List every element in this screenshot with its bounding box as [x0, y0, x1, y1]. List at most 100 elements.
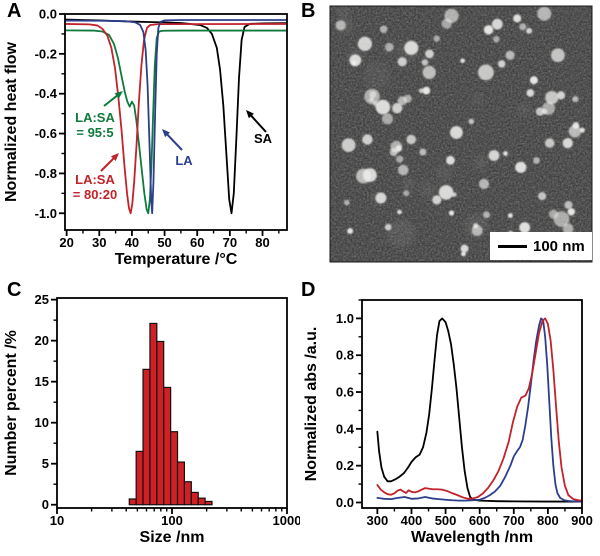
x-tick-label: 300 [366, 513, 388, 528]
x-tick-label: 40 [125, 235, 139, 250]
nanoparticle [397, 57, 407, 67]
nanoparticle [508, 213, 513, 219]
annotation-arrow [100, 156, 116, 172]
nanoparticle [519, 222, 531, 233]
x-tick-label: 30 [92, 235, 106, 250]
nanoparticle [562, 138, 573, 149]
y-axis-title: Normalized heat flow [3, 41, 20, 202]
nanoparticle [396, 155, 404, 163]
y-tick-label: 0.4 [336, 421, 355, 436]
x-tick-label: 50 [157, 235, 171, 250]
nanoparticle [478, 64, 494, 81]
x-tick-label: 80 [255, 235, 269, 250]
series-blue-spectrum [376, 317, 582, 503]
nanoparticle [422, 86, 431, 95]
nanoparticle [529, 76, 538, 85]
nanoparticle [505, 50, 515, 60]
x-tick-label: 400 [401, 513, 423, 528]
series-red-spectrum [376, 317, 582, 502]
curve-label: LA [175, 153, 193, 168]
x-tick-label: 900 [571, 513, 593, 528]
y-tick-label: 25 [35, 292, 49, 307]
size-distribution-histogram: 10 100 1000 0 5 10 15 20 25 Size /nm Number percen… [3, 292, 300, 546]
nanoparticle [564, 201, 573, 209]
nanoparticle [397, 96, 407, 106]
nanoparticle [418, 88, 424, 93]
nanoparticle [513, 14, 522, 23]
x-axis-title: Temperature /°C [115, 251, 238, 268]
histogram-bar [197, 497, 206, 506]
nanoparticle [460, 58, 465, 63]
y-tick-label: 0.8 [336, 348, 354, 363]
y-tick-label: 0.2 [336, 458, 354, 473]
nanoparticle [553, 211, 570, 228]
nanoparticle [451, 192, 457, 198]
histogram-bar [149, 322, 158, 506]
x-tick-label: 60 [190, 235, 204, 250]
x-tick-label: 800 [537, 513, 559, 528]
nanoparticle [460, 244, 469, 253]
nanoparticle [344, 199, 350, 206]
nanoparticle [392, 103, 403, 114]
nanoparticle [356, 168, 371, 184]
plot-box [361, 299, 583, 509]
annotation-arrowhead [162, 129, 170, 138]
y-tick-label: -0.8 [35, 166, 57, 181]
nanoparticle [519, 23, 527, 31]
histogram-bar [142, 368, 151, 506]
nanoparticle [369, 97, 374, 103]
nanoparticle [448, 210, 455, 216]
y-tick-label: 0.0 [336, 495, 354, 510]
nanoparticle [433, 35, 440, 42]
nanoparticle [498, 60, 506, 68]
nanoparticle [349, 54, 362, 67]
nanoparticle [404, 40, 419, 55]
x-tick-label: 600 [469, 513, 491, 528]
curve-label: SA [254, 131, 273, 146]
nanoparticle [341, 138, 356, 153]
y-tick-label: 10 [35, 415, 49, 430]
scale-bar-label: 100 nm [533, 237, 585, 255]
scale-bar: 100 nm [490, 232, 592, 260]
nanoparticle [419, 148, 427, 156]
panel-label-d: D [301, 279, 316, 301]
curve-label: = 80:20 [73, 187, 117, 202]
histogram-bar [190, 491, 199, 506]
nanoparticle [375, 99, 391, 115]
nanoparticle [538, 192, 547, 201]
nanoparticle [395, 145, 402, 152]
annotation-arrow [103, 93, 119, 107]
nanoparticle [473, 223, 479, 229]
nanoparticle [362, 134, 373, 145]
nanoparticle [488, 150, 500, 161]
series-black-spectrum [376, 317, 582, 503]
x-axis-title: Size /nm [140, 529, 205, 546]
x-tick-label: 500 [435, 513, 457, 528]
histogram-bar [183, 481, 192, 506]
nanoparticle [483, 211, 490, 219]
nanoparticle [397, 164, 409, 176]
nanoparticle [515, 161, 527, 173]
tem-micrograph [329, 5, 593, 263]
nanoparticle [425, 49, 434, 59]
annotation-arrowhead [246, 110, 254, 119]
curve-label: LA:SA [75, 172, 115, 187]
nanoparticle [533, 157, 540, 164]
nanoparticle [421, 59, 429, 66]
nanoparticle [503, 151, 508, 156]
nanoparticle [369, 91, 377, 99]
curve-label: LA:SA [75, 110, 115, 125]
nanoparticle [380, 25, 388, 33]
nanoparticle [567, 208, 575, 216]
dsc-thermogram-chart: 20 30 40 50 60 70 80 0.0 -0.2 -0.4 -0.6 -0.8 -1.0 Tem… [3, 7, 288, 268]
annotation-arrow [249, 113, 267, 133]
nanoparticle [478, 178, 490, 190]
nanoparticle [384, 223, 392, 231]
y-axis-title: Normalized abs /a.u. [303, 327, 320, 482]
x-tick-label: 20 [59, 235, 73, 250]
y-tick-label: 5 [42, 456, 49, 471]
annotation-arrowhead [114, 91, 123, 99]
nanoparticle [545, 91, 559, 105]
nanoparticle [544, 138, 555, 148]
nanoparticle [526, 89, 535, 97]
